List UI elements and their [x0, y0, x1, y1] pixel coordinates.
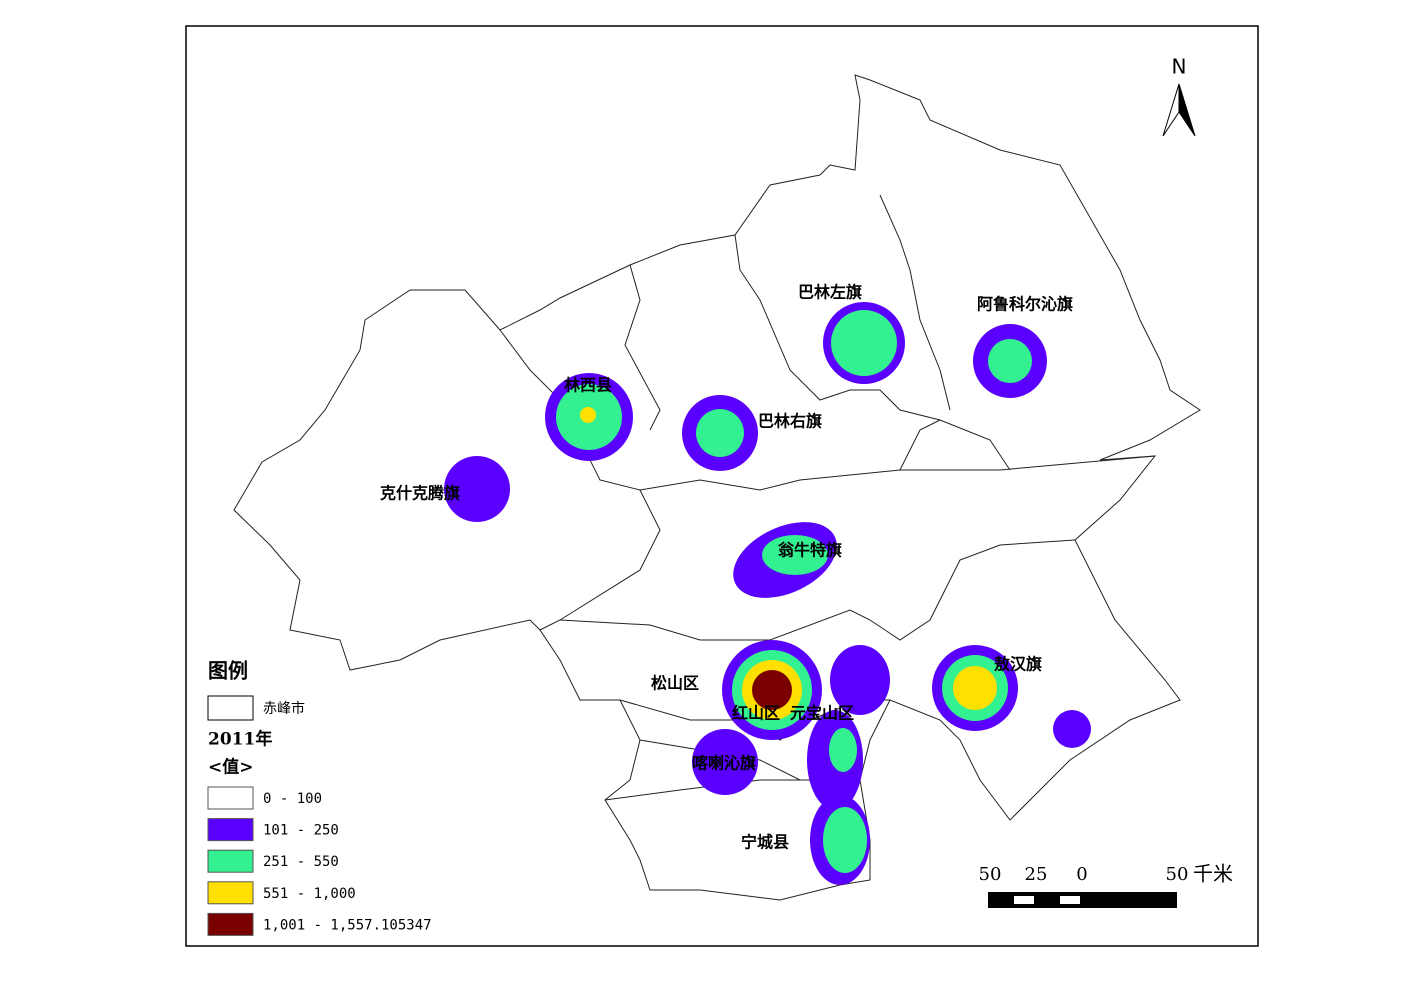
region-label: 巴林左旗	[798, 283, 862, 302]
legend-swatch	[207, 912, 254, 936]
legend-label: 101 - 250	[263, 823, 339, 839]
scale-label: 0	[1076, 864, 1087, 885]
region-label: 喀喇沁旗	[692, 754, 756, 773]
region-labels: 巴林左旗 阿鲁科尔沁旗 林西县 巴林右旗 克什克腾旗 翁牛特旗 敖汉旗 松山区 …	[380, 283, 1073, 852]
density-zone	[1053, 710, 1091, 748]
density-zone	[762, 535, 828, 575]
scale-label: 25	[1025, 864, 1048, 885]
region-label: 敖汉旗	[994, 655, 1042, 674]
legend-year: 2011年	[208, 729, 272, 750]
density-zone	[696, 409, 744, 457]
region-label: 宁城县	[741, 833, 789, 852]
legend-field: <值>	[208, 757, 254, 778]
region-label: 林西县	[564, 376, 612, 395]
legend: 图例 赤峰市 2011年 <值> 0 - 100 101 - 250 251 - 5…	[207, 659, 432, 936]
density-zone	[831, 310, 897, 376]
density-surface	[444, 302, 1091, 885]
legend-label: 0 - 100	[263, 791, 322, 807]
legend-swatch	[207, 849, 254, 873]
region-label: 阿鲁科尔沁旗	[977, 295, 1073, 314]
legend-swatch	[207, 881, 254, 905]
north-arrow: N	[1162, 55, 1196, 137]
scale-label: 50	[1166, 864, 1189, 885]
region-label: 红山区	[732, 704, 780, 723]
scale-bar: 50 25 0 50 千米	[979, 862, 1233, 908]
legend-swatch	[207, 786, 254, 810]
region-label: 元宝山区	[790, 704, 854, 723]
density-zone	[830, 645, 890, 715]
legend-swatch	[207, 695, 254, 721]
scale-label: 50	[979, 864, 1002, 885]
legend-title: 图例	[208, 659, 248, 683]
legend-label: 1,001 - 1,557.105347	[263, 917, 432, 933]
legend-label: 551 - 1,000	[263, 886, 356, 902]
density-zone	[444, 456, 510, 522]
legend-label: 251 - 550	[263, 854, 339, 870]
legend-label: 赤峰市	[263, 700, 305, 717]
map-frame	[185, 25, 1259, 947]
region-label: 翁牛特旗	[778, 541, 842, 560]
density-zone	[692, 729, 758, 795]
region-label: 巴林右旗	[758, 412, 822, 431]
density-zone	[823, 807, 867, 873]
scale-unit: 千米	[1193, 862, 1233, 886]
north-label: N	[1172, 55, 1187, 79]
density-zone	[829, 728, 857, 772]
region-label: 克什克腾旗	[380, 484, 460, 503]
density-zone	[988, 339, 1032, 383]
density-zone	[953, 666, 997, 710]
density-zone	[752, 670, 792, 710]
density-zone	[580, 407, 596, 423]
legend-swatch	[207, 818, 254, 842]
region-label: 松山区	[651, 674, 699, 693]
